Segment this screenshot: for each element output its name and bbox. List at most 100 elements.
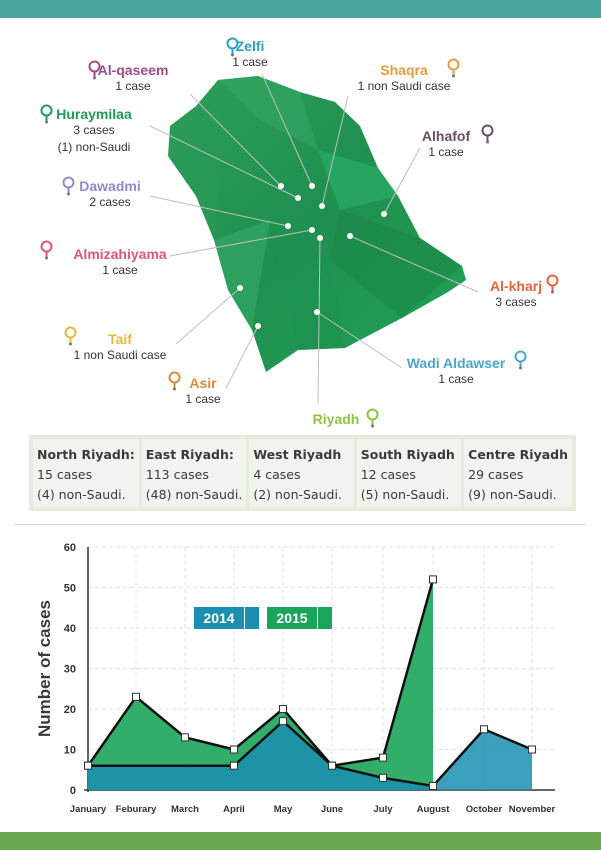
map-label-detail: 1 non Saudi case (73, 348, 167, 362)
map-pin-icon (40, 240, 53, 260)
series-line-2015 (86, 579, 435, 768)
map-label-name: Al-kharj (489, 278, 543, 294)
region-non-saudi: (4) non-Saudi. (37, 487, 126, 502)
leader-line (149, 195, 289, 227)
x-tick-label: October (466, 804, 503, 815)
legend-label: 2015 (276, 610, 307, 626)
leader-line (169, 229, 313, 257)
map-label-huraymilaa: Huraymilaa 3 cases (1) non-Saudi (24, 106, 164, 156)
data-point (132, 692, 140, 701)
x-tick-label: August (417, 804, 451, 815)
map-location-dot (295, 195, 301, 201)
region-name: North Riyadh: (37, 447, 135, 462)
leader-line (317, 237, 321, 405)
data-point (230, 745, 238, 754)
y-tick-label: 60 (64, 542, 76, 554)
map-label-detail: 3 cases (495, 295, 537, 309)
data-point (429, 575, 437, 584)
cases-chart: 0 10 20 30 40 50 60 January Feburary March April Ma… (35, 542, 556, 815)
data-point (429, 781, 437, 790)
region-centre-riyadh: Centre Riyadh 29 cases (9) non-Saudi. (464, 439, 573, 507)
x-tick-label: March (171, 804, 199, 815)
map-label-name: Zelfi (235, 38, 265, 54)
region-west-riyadh: West Riyadh 4 cases (2) non-Saudi. (249, 439, 354, 507)
x-tick-label: April (223, 804, 245, 815)
region-non-saudi: (2) non-Saudi. (253, 487, 342, 502)
region-cases: 15 cases (37, 467, 93, 482)
region-cases: 29 cases (468, 467, 524, 482)
region-non-saudi: (5) non-Saudi. (360, 487, 450, 502)
map-pin-icon (447, 58, 460, 78)
map-location-dot (317, 235, 323, 241)
leader-line (316, 311, 403, 369)
legend-swatch (194, 607, 244, 629)
map-label-detail: 1 case (428, 145, 464, 159)
series-area-2014 (88, 721, 532, 790)
map-location-dot (237, 285, 243, 291)
map-location-dot (285, 223, 291, 229)
map-label-detail: 1 case (232, 55, 268, 69)
map-label-name: Dawadmi (79, 178, 141, 194)
map-label-wadialdawser: Wadi Aldawser 1 case (386, 355, 526, 388)
regions-table: North Riyadh: 15 cases (4) non-Saudi. Ea… (29, 435, 576, 511)
map-pin-icon (62, 176, 75, 196)
x-tick-label: Feburary (116, 804, 157, 815)
map-label-detail: 1 non Saudi case (357, 79, 451, 93)
map-label-alkharj: Al-kharj 3 cases (446, 278, 586, 311)
region-name: West Riyadh (253, 447, 342, 462)
map-location-dot (278, 183, 284, 189)
leader-line (225, 325, 259, 389)
map-location-dot (319, 203, 325, 209)
map-label-name: Huraymilaa (56, 106, 132, 122)
region-north-riyadh: North Riyadh: 15 cases (4) non-Saudi. (33, 439, 139, 507)
leader-line (175, 287, 241, 345)
map-pin-icon (168, 371, 181, 391)
leader-line (383, 147, 421, 215)
map-label-almizahiyama: Almizahiyama 1 case (50, 246, 190, 279)
map-label-detail: (1) non-Saudi (57, 140, 131, 154)
data-point (84, 761, 92, 770)
map-pin-icon (546, 274, 559, 294)
x-tick-label: May (274, 804, 293, 815)
y-axis-label: Number of cases (35, 600, 54, 737)
legend-label: 2014 (203, 610, 234, 626)
data-point (230, 761, 238, 770)
map-location-dot (309, 183, 315, 189)
map-label-detail: 3 cases (73, 123, 115, 137)
region-non-saudi: (9) non-Saudi. (468, 487, 557, 502)
map-pin-icon (366, 408, 379, 428)
x-tick-label: July (373, 804, 393, 815)
bottom-accent-bar (0, 832, 601, 850)
data-point (181, 733, 189, 742)
map-label-zelfi: Zelfi 1 case (180, 38, 320, 71)
x-tick-label: June (321, 804, 343, 815)
data-point (379, 773, 387, 782)
leader-line (149, 125, 299, 199)
map-label-name: Shaqra (380, 62, 428, 78)
region-name: Centre Riyadh (468, 447, 569, 462)
map-label-shaqra: Shaqra 1 non Saudi case (334, 62, 474, 95)
y-tick-label: 30 (64, 664, 76, 676)
data-point (379, 753, 387, 762)
leader-line (261, 73, 313, 187)
leader-line (321, 95, 349, 207)
saudi-map (149, 73, 479, 405)
map-location-dot (255, 323, 261, 329)
map-label-riyadh: Riyadh (266, 411, 406, 427)
legend-swatch-tab (318, 607, 332, 629)
map-label-detail: 1 case (438, 372, 474, 386)
legend-swatch-tab (245, 607, 259, 629)
data-point (279, 705, 287, 713)
map-pin-icon (514, 350, 527, 370)
map-label-alhafof: Alhafof 1 case (376, 128, 516, 161)
leader-line (349, 235, 479, 293)
map-pin-icon (226, 37, 239, 57)
region-east-riyadh: East Riyadh: 113 cases (48) non-Saudi. (141, 439, 247, 507)
map-label-detail: 1 case (102, 263, 138, 277)
map-location-dot (347, 233, 353, 239)
y-tick-label: 0 (70, 785, 76, 797)
map-location-dot (309, 227, 315, 233)
region-non-saudi: (48) non-Saudi. (145, 487, 243, 502)
map-label-name: Alhafof (421, 128, 471, 144)
top-accent-bar (0, 0, 601, 18)
